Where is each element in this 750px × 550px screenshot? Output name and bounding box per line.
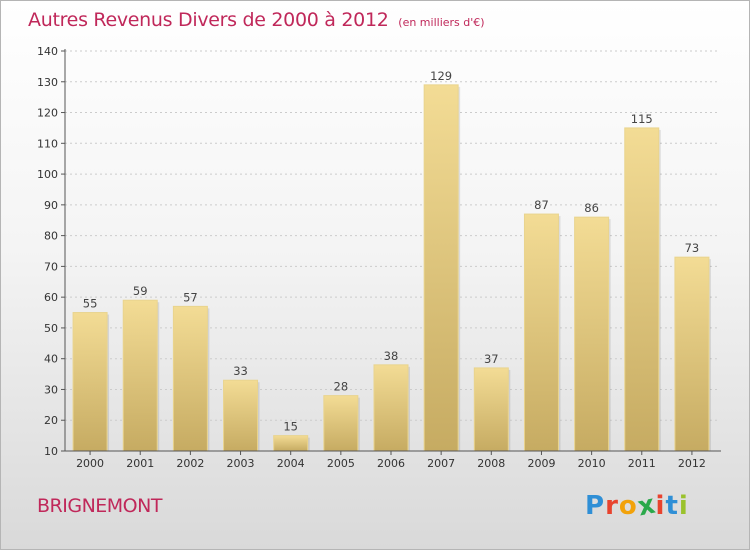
bar-value-label: 129 (430, 69, 452, 83)
bar (624, 127, 660, 452)
bar-value-label: 86 (584, 201, 599, 215)
y-tick-label: 80 (44, 230, 58, 243)
bar-value-label: 73 (685, 241, 700, 255)
x-tick-label: 2009 (527, 457, 555, 470)
y-tick-label: 120 (37, 107, 58, 120)
chart-title: Autres Revenus Divers de 2000 à 2012 (en… (28, 9, 485, 31)
bar (674, 256, 710, 452)
logo-letter: P (585, 491, 606, 521)
x-tick-label: 2000 (76, 457, 104, 470)
bar-value-label: 115 (631, 112, 653, 126)
axes (61, 49, 721, 455)
x-tick-label: 2001 (126, 457, 154, 470)
bar (373, 364, 409, 452)
logo-letter: r (605, 491, 619, 521)
x-tick-label: 2010 (578, 457, 606, 470)
x-tick-label: 2007 (427, 457, 455, 470)
bar (273, 435, 309, 452)
bar (223, 379, 259, 452)
bar-value-label: 87 (534, 198, 549, 212)
y-tick-label: 110 (37, 137, 58, 150)
y-tick-label: 50 (44, 322, 58, 335)
bar (323, 395, 359, 452)
bar-value-label: 59 (133, 284, 148, 298)
bar-value-label: 15 (283, 420, 298, 434)
y-tick-label: 100 (37, 168, 58, 181)
commune-name: BRIGNEMONT (37, 495, 162, 517)
y-tick-label: 60 (44, 291, 58, 304)
bar (172, 305, 208, 452)
x-tick-label: 2003 (227, 457, 255, 470)
logo-letter: i (655, 491, 666, 521)
x-tick-label: 2005 (327, 457, 355, 470)
x-tick-label: 2006 (377, 457, 405, 470)
bar-value-label: 33 (233, 364, 248, 378)
bar (423, 84, 459, 452)
y-tick-label: 10 (44, 445, 58, 458)
proxiti-logo: Proxiti (585, 489, 689, 522)
y-tick-label: 90 (44, 199, 58, 212)
logo-letter: t (665, 491, 679, 521)
bar (473, 367, 509, 452)
chart-title-text: Autres Revenus Divers de 2000 à 2012 (28, 9, 389, 31)
logo-letter: o (618, 491, 638, 521)
bar (523, 213, 559, 452)
x-tick-label: 2008 (477, 457, 505, 470)
bar (574, 216, 610, 452)
y-tick-label: 20 (44, 414, 58, 427)
x-tick-label: 2002 (176, 457, 204, 470)
logo-letter: i (678, 491, 689, 521)
bar-value-label: 38 (384, 349, 399, 363)
x-tick-label: 2004 (277, 457, 305, 470)
bar (72, 312, 108, 452)
bar-value-label: 37 (484, 352, 499, 366)
x-tick-label: 2012 (678, 457, 706, 470)
bar-value-label: 55 (83, 297, 98, 311)
y-tick-label: 70 (44, 260, 58, 273)
x-tick-label: 2011 (628, 457, 656, 470)
y-tick-label: 130 (37, 76, 58, 89)
chart-subtitle: (en milliers d'€) (398, 16, 485, 29)
bar-value-label: 28 (334, 380, 349, 394)
labels: 10 20 30 40 50 60 70 80 90 100 110 120 130 140 55 2000 5… (37, 45, 706, 470)
y-tick-label: 140 (37, 45, 58, 58)
bar-value-label: 57 (183, 290, 198, 304)
y-tick-label: 30 (44, 383, 58, 396)
bars (72, 84, 711, 452)
y-tick-label: 40 (44, 353, 58, 366)
bar (122, 299, 158, 452)
